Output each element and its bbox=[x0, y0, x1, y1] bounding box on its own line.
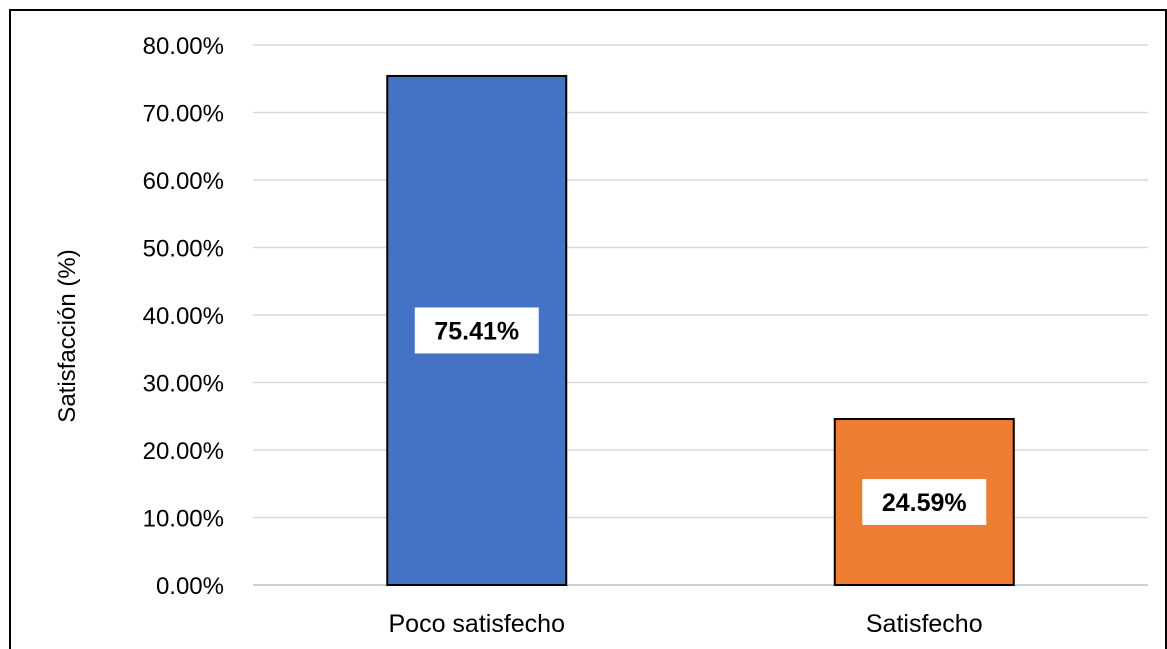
bars: 75.41% 24.59% bbox=[386, 74, 1015, 586]
y-axis-ticks: 0.00% 10.00% 20.00% 30.00% 40.00% 50.00% 60.00… bbox=[143, 33, 224, 600]
x-category-label: Poco satisfecho bbox=[389, 610, 566, 638]
x-axis-categories: Poco satisfecho Satisfecho bbox=[389, 610, 983, 638]
y-tick-label: 20.00% bbox=[143, 438, 224, 465]
data-label-box bbox=[414, 307, 539, 354]
y-tick-label: 10.00% bbox=[143, 506, 224, 533]
y-axis-title: Satisfacción (%) bbox=[54, 249, 81, 422]
data-label-box bbox=[862, 479, 987, 526]
y-tick-label: 30.00% bbox=[143, 371, 224, 398]
y-tick-label: 80.00% bbox=[143, 33, 224, 60]
y-tick-label: 50.00% bbox=[143, 236, 224, 263]
y-tick-label: 0.00% bbox=[156, 573, 224, 600]
y-tick-label: 60.00% bbox=[143, 168, 224, 195]
x-category-label: Satisfecho bbox=[866, 610, 983, 638]
y-tick-label: 40.00% bbox=[143, 303, 224, 330]
data-label: 75.41% bbox=[434, 317, 519, 345]
y-tick-label: 70.00% bbox=[143, 101, 224, 128]
data-label: 24.59% bbox=[882, 489, 967, 517]
